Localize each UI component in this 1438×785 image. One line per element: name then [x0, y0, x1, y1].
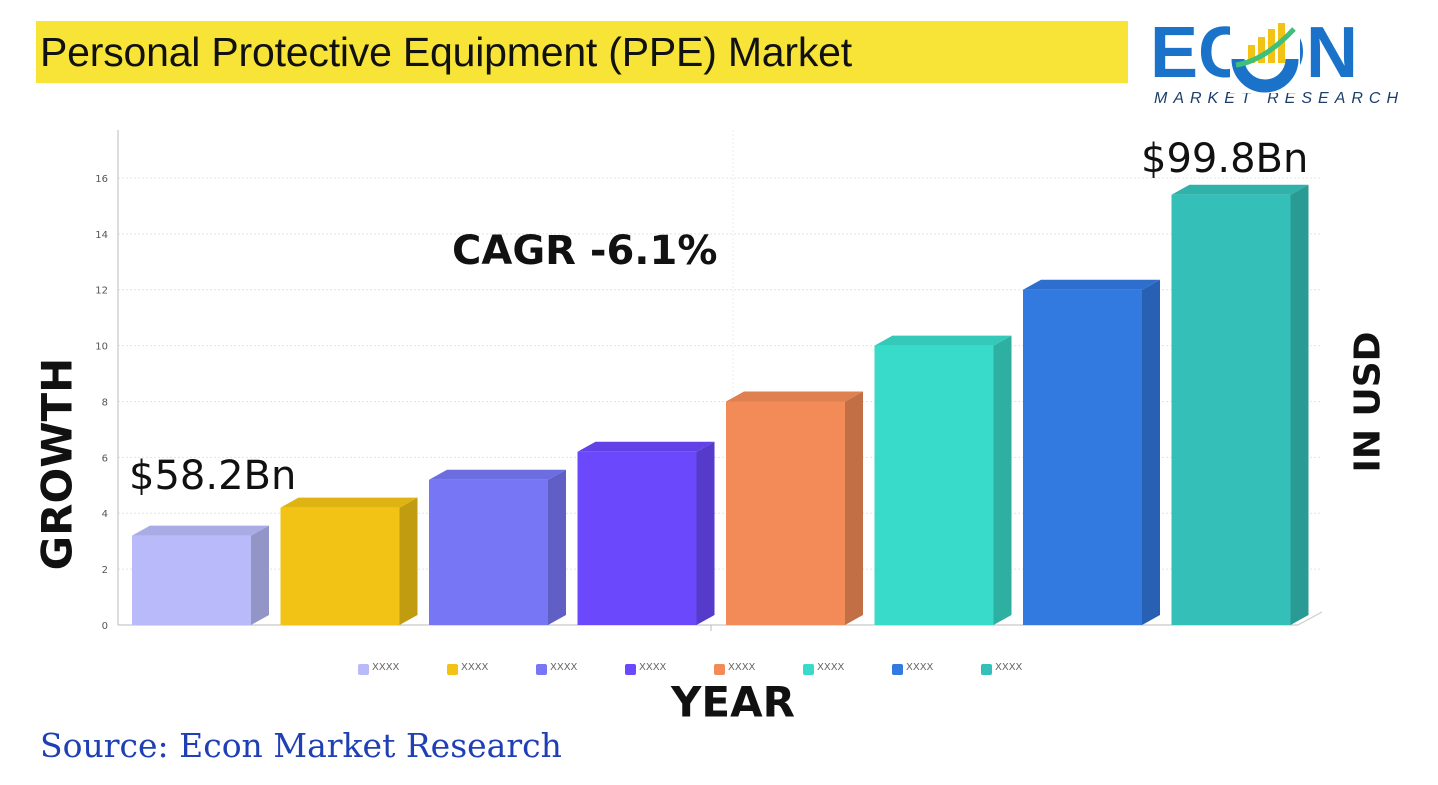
legend-swatch [714, 664, 725, 675]
x-axis-label: YEAR [671, 677, 795, 727]
bar-side [993, 335, 1012, 625]
title-banner [36, 21, 1128, 83]
bar [577, 451, 697, 625]
first-value-annotation: $58.2Bn [129, 453, 297, 499]
legend-swatch [625, 664, 636, 675]
legend-swatch [447, 664, 458, 675]
legend-label: XXXX [639, 662, 667, 673]
bar-top [429, 469, 566, 480]
x-axis-depth-line [1297, 611, 1323, 626]
bar-side [251, 525, 269, 625]
bar [132, 535, 251, 625]
econ-logo: ECON MARKET RESEARCH [1140, 10, 1420, 110]
bar-top [1023, 279, 1160, 290]
logo-subtitle: MARKET RESEARCH [1154, 90, 1405, 107]
bar [726, 401, 845, 625]
legend-label: XXXX [995, 662, 1023, 673]
last-value-annotation: $99.8Bn [1141, 136, 1309, 182]
bar-top [280, 497, 418, 508]
bar [1171, 194, 1291, 626]
bar [280, 507, 400, 625]
secondary-axis-label: IN USD [1347, 331, 1389, 473]
bar-side [1290, 184, 1309, 626]
bar-side [548, 469, 566, 625]
logo-mark-icon [1230, 21, 1300, 93]
legend-label: XXXX [906, 662, 934, 673]
bar [429, 479, 548, 625]
y-tick-label: 4 [102, 509, 108, 520]
bar-top [132, 525, 269, 536]
bar-side [696, 441, 715, 625]
y-tick-label: 16 [95, 174, 108, 185]
bar-side [399, 497, 418, 625]
legend-label: XXXX [817, 662, 845, 673]
legend-label: XXXX [372, 662, 400, 673]
y-tick-label: 0 [102, 621, 108, 632]
legend-swatch [803, 664, 814, 675]
bar-top [1171, 184, 1309, 195]
legend-label: XXXX [550, 662, 578, 673]
cagr-annotation: CAGR -6.1% [452, 228, 718, 274]
y-tick-label: 12 [95, 286, 108, 297]
bar [1023, 289, 1142, 625]
bar-top [874, 335, 1012, 346]
y-axis-label: GROWTH [32, 357, 82, 571]
y-tick-label: 14 [95, 230, 108, 241]
bar-top [577, 441, 715, 452]
y-tick-label: 6 [102, 453, 108, 464]
bar [874, 345, 994, 625]
y-tick-label: 8 [102, 397, 108, 408]
legend-label: XXXX [728, 662, 756, 673]
bar-side [1142, 279, 1160, 625]
y-tick-label: 10 [95, 342, 108, 353]
chart-title: Personal Protective Equipment (PPE) Mark… [40, 29, 852, 75]
legend-swatch [536, 664, 547, 675]
legend-label: XXXX [461, 662, 489, 673]
y-tick-label: 2 [102, 565, 108, 576]
source-note: Source: Econ Market Research [40, 726, 562, 765]
legend-swatch [981, 664, 992, 675]
legend-swatch [892, 664, 903, 675]
bar-side [845, 391, 863, 625]
legend-swatch [358, 664, 369, 675]
bar-top [726, 391, 863, 402]
